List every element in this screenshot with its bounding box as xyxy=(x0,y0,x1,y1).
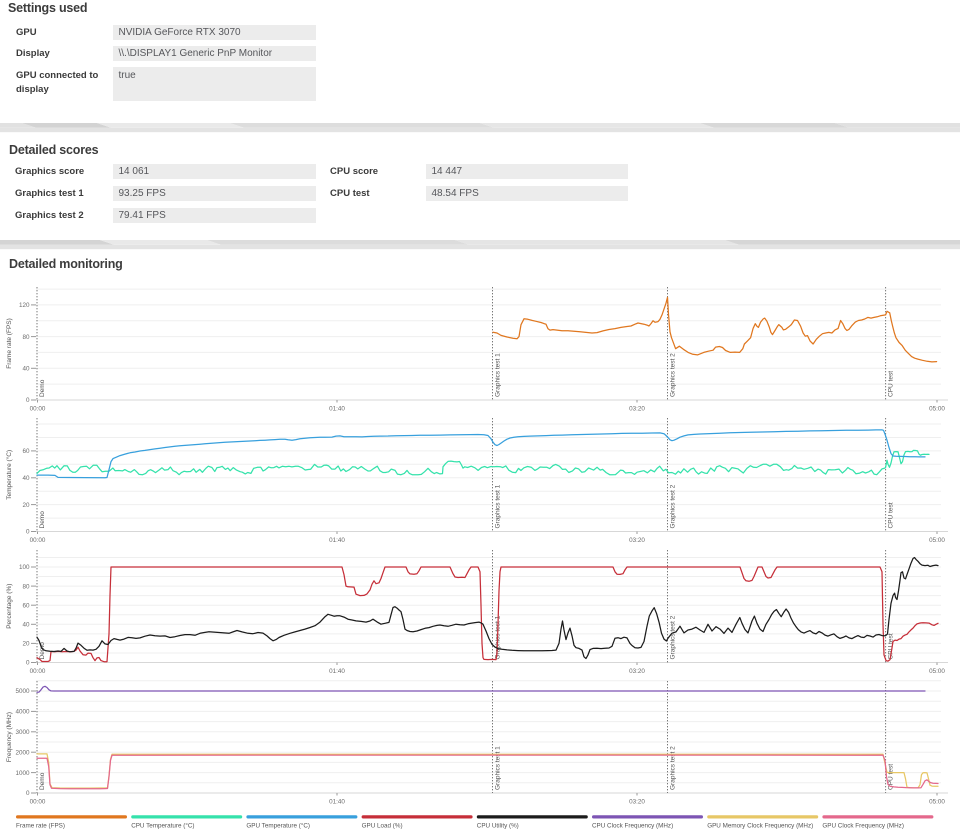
svg-text:Graphics test 1: Graphics test 1 xyxy=(495,484,502,528)
svg-text:CPU Temperature (°C): CPU Temperature (°C) xyxy=(131,822,194,830)
svg-text:60: 60 xyxy=(22,448,30,455)
svg-text:60: 60 xyxy=(22,602,30,609)
svg-text:0: 0 xyxy=(26,660,30,667)
svg-text:00:00: 00:00 xyxy=(30,799,46,806)
svg-text:CPU test: CPU test xyxy=(888,371,895,397)
svg-text:0: 0 xyxy=(26,790,30,797)
svg-text:2000: 2000 xyxy=(15,749,30,756)
svg-text:GPU Temperature (°C): GPU Temperature (°C) xyxy=(246,822,310,830)
svg-text:05:00: 05:00 xyxy=(929,668,945,675)
svg-text:Demo: Demo xyxy=(39,772,46,790)
svg-text:01:40: 01:40 xyxy=(329,799,345,806)
svg-text:Temperature (°C): Temperature (°C) xyxy=(5,450,13,500)
svg-text:20: 20 xyxy=(22,502,30,509)
svg-text:Demo: Demo xyxy=(39,379,46,397)
svg-text:4000: 4000 xyxy=(15,709,30,716)
svg-text:Graphics test 2: Graphics test 2 xyxy=(670,746,677,790)
svg-text:Frame rate (FPS): Frame rate (FPS) xyxy=(16,823,65,830)
svg-text:40: 40 xyxy=(22,366,30,373)
svg-text:GPU Load (%): GPU Load (%) xyxy=(362,823,403,830)
svg-text:Graphics test 2: Graphics test 2 xyxy=(670,615,677,659)
svg-text:CPU Clock Frequency (MHz): CPU Clock Frequency (MHz) xyxy=(592,823,673,830)
svg-text:03:20: 03:20 xyxy=(629,537,645,544)
svg-text:Frame rate (FPS): Frame rate (FPS) xyxy=(6,318,13,369)
svg-text:01:40: 01:40 xyxy=(329,668,345,675)
svg-text:1000: 1000 xyxy=(15,770,30,777)
svg-text:CPU test: CPU test xyxy=(888,633,895,659)
svg-text:00:00: 00:00 xyxy=(30,406,46,413)
svg-text:5000: 5000 xyxy=(15,688,30,695)
svg-text:80: 80 xyxy=(22,334,30,341)
svg-text:Demo: Demo xyxy=(39,511,46,529)
svg-text:GPU Memory Clock Frequency (MH: GPU Memory Clock Frequency (MHz) xyxy=(707,823,813,830)
svg-text:20: 20 xyxy=(22,641,30,648)
svg-text:Percentage (%): Percentage (%) xyxy=(6,584,13,629)
svg-text:Demo: Demo xyxy=(39,642,46,660)
svg-text:GPU Clock Frequency (MHz): GPU Clock Frequency (MHz) xyxy=(822,823,904,830)
svg-text:03:20: 03:20 xyxy=(629,406,645,413)
svg-text:40: 40 xyxy=(22,475,30,482)
svg-text:00:00: 00:00 xyxy=(30,668,46,675)
svg-text:03:20: 03:20 xyxy=(629,799,645,806)
svg-text:05:00: 05:00 xyxy=(929,537,945,544)
svg-text:0: 0 xyxy=(26,397,30,404)
svg-text:CPU test: CPU test xyxy=(888,764,895,790)
svg-text:00:00: 00:00 xyxy=(30,537,46,544)
svg-text:05:00: 05:00 xyxy=(929,799,945,806)
svg-text:CPU test: CPU test xyxy=(888,502,895,528)
svg-text:Graphics test 2: Graphics test 2 xyxy=(670,484,677,528)
svg-text:40: 40 xyxy=(22,622,30,629)
svg-text:Graphics test 2: Graphics test 2 xyxy=(670,353,677,397)
svg-text:120: 120 xyxy=(19,302,30,309)
svg-text:100: 100 xyxy=(19,564,30,571)
svg-text:0: 0 xyxy=(26,529,30,536)
svg-text:01:40: 01:40 xyxy=(329,537,345,544)
svg-text:3000: 3000 xyxy=(15,729,30,736)
svg-text:Frequency (MHz): Frequency (MHz) xyxy=(6,712,13,762)
svg-text:CPU Utility (%): CPU Utility (%) xyxy=(477,823,519,830)
svg-text:80: 80 xyxy=(22,583,30,590)
svg-text:Graphics test 1: Graphics test 1 xyxy=(495,746,502,790)
svg-text:05:00: 05:00 xyxy=(929,406,945,413)
svg-text:03:20: 03:20 xyxy=(629,668,645,675)
svg-text:01:40: 01:40 xyxy=(329,406,345,413)
svg-text:Graphics test 1: Graphics test 1 xyxy=(495,353,502,397)
